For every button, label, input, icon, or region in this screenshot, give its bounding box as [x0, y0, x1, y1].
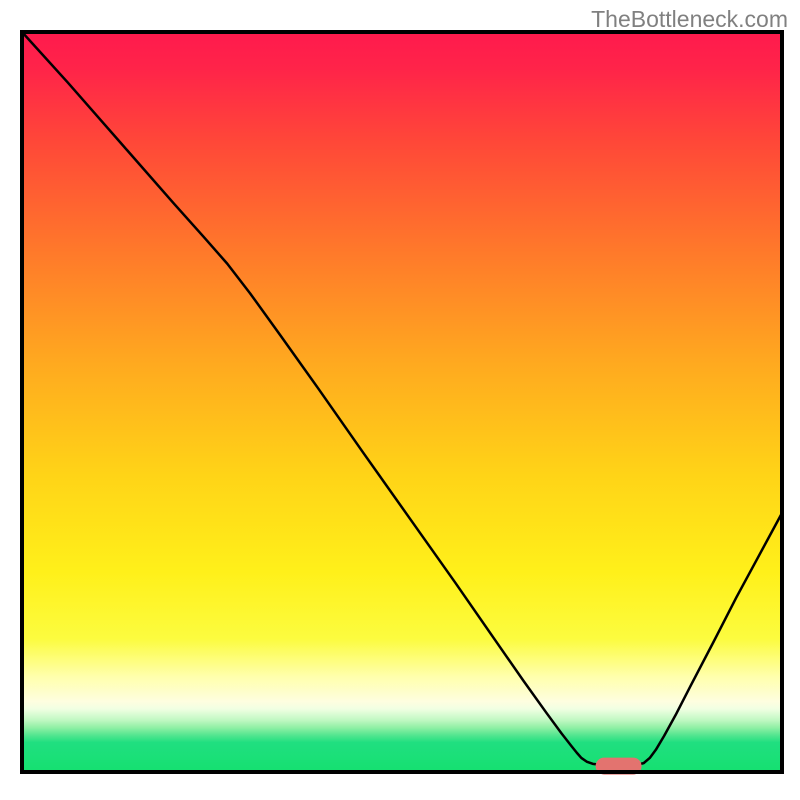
watermark-text: TheBottleneck.com	[591, 6, 788, 33]
bottleneck-chart	[0, 0, 800, 800]
chart-background	[22, 32, 782, 772]
